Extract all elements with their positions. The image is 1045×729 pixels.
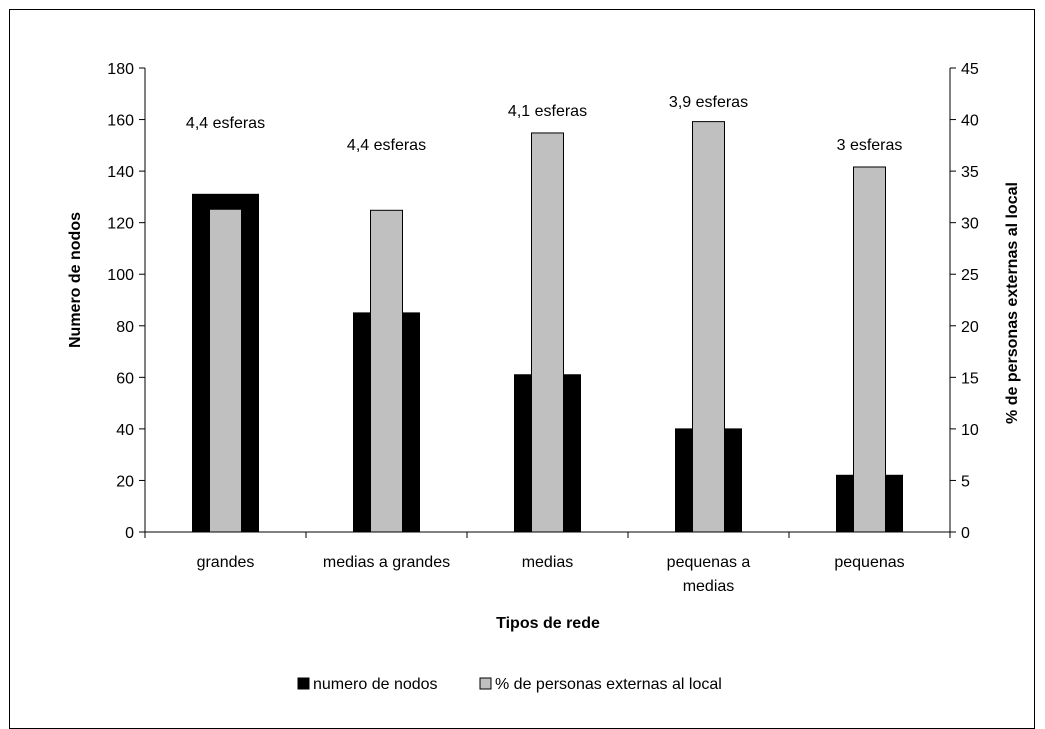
legend-swatch-personas [479, 677, 492, 690]
bar-personas-0 [209, 208, 242, 533]
legend-label-nodos: numero de nodos [313, 676, 438, 693]
x-category-label: pequenas [834, 554, 904, 571]
y-tick-label: 180 [107, 61, 134, 78]
y2-tick-label: 20 [961, 319, 979, 336]
bar-personas-1 [370, 209, 403, 533]
bars-group [192, 121, 903, 533]
labels-group: 0 20 40 60 80 100 120 140 160 180 0 5 10 15 20 25 30 35 40… [107, 61, 979, 595]
annotation-label: 3 esferas [837, 137, 903, 154]
y-tick-label: 160 [107, 113, 134, 130]
bar-personas-4 [853, 166, 886, 533]
axes-group [139, 67, 956, 538]
x-category-label: medias [522, 554, 574, 571]
annotation-label: 4,4 esferas [347, 137, 426, 154]
bar-personas-2 [531, 132, 564, 533]
legend: numero de nodos % de personas externas al… [297, 676, 722, 693]
y2-tick-label: 10 [961, 422, 979, 439]
x-category-label: medias [683, 578, 735, 595]
annotation-label: 4,1 esferas [508, 103, 587, 120]
bar-personas-3 [692, 121, 725, 533]
chart-svg: 0 20 40 60 80 100 120 140 160 180 0 5 10 15 20 25 30 35 40… [67, 61, 1021, 693]
y2-tick-label: 15 [961, 370, 979, 387]
legend-swatch-nodos [297, 677, 310, 690]
y2-tick-label: 30 [961, 216, 979, 233]
y2-tick-label: 45 [961, 61, 979, 78]
y2-tick-label: 40 [961, 113, 979, 130]
annotation-label: 4,4 esferas [186, 115, 265, 132]
x-axis-title: Tipos de rede [496, 615, 600, 632]
y2-axis-title: % de personas externas al local [1004, 182, 1021, 424]
y2-tick-label: 5 [961, 473, 970, 490]
x-category-label: pequenas a [667, 554, 751, 571]
annotation-label: 3,9 esferas [669, 94, 748, 111]
y-tick-label: 100 [107, 267, 134, 284]
y-tick-label: 20 [116, 473, 134, 490]
x-category-label: grandes [197, 554, 255, 571]
x-category-label: medias a grandes [323, 554, 450, 571]
y2-tick-label: 35 [961, 164, 979, 181]
y-tick-label: 140 [107, 164, 134, 181]
y2-tick-label: 0 [961, 525, 970, 542]
y-tick-label: 40 [116, 422, 134, 439]
legend-label-personas: % de personas externas al local [495, 676, 722, 693]
y2-tick-label: 25 [961, 267, 979, 284]
y-tick-label: 120 [107, 216, 134, 233]
y-tick-label: 60 [116, 370, 134, 387]
y-tick-label: 80 [116, 319, 134, 336]
y-tick-label: 0 [125, 525, 134, 542]
y-axis-title: Numero de nodos [67, 212, 84, 348]
